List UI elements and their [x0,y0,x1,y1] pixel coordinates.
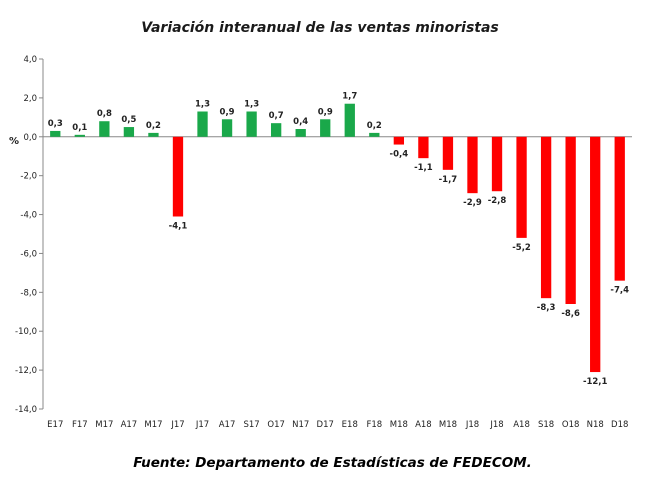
data-label: 0,2 [146,121,161,131]
bar-s18-20 [540,136,552,299]
bar-m18-16 [442,136,454,170]
y-tick-label: 0,0 [23,133,37,143]
data-label: 0,9 [318,107,333,117]
y-axis-unit-label: % [9,136,19,147]
y-tick-label: -6,0 [20,249,37,259]
bar-d18-23 [614,136,625,281]
x-tick-label: N18 [587,420,604,430]
x-tick-label: M17 [144,420,162,430]
bar-j17-5 [172,136,184,217]
bar-m18-14 [393,136,405,145]
data-label: 0,3 [48,119,63,129]
y-tick-label: -4,0 [20,211,37,221]
x-tick-label: O17 [267,420,285,430]
bar-a17-3 [123,127,135,137]
y-tick-label: -10,0 [15,327,37,337]
bar-o18-21 [565,136,576,304]
data-label: -12,1 [583,377,608,387]
data-label: 0,9 [220,107,235,117]
bar-j18-17 [467,136,478,194]
bar-m17-2 [99,121,110,137]
bar-a18-19 [516,136,527,238]
bar-f17-1 [74,134,85,137]
data-label: -1,1 [414,163,433,173]
bar-o17-9 [270,123,282,137]
data-label: 1,7 [342,92,357,102]
data-label: 0,4 [293,117,308,127]
x-tick-label: D18 [611,420,628,430]
x-tick-label: A17 [121,420,138,430]
y-tick-label: -14,0 [15,405,37,415]
bar-j18-18 [491,136,503,192]
x-tick-label: E18 [342,420,358,430]
x-tick-label: M18 [390,420,408,430]
bar-n17-10 [295,129,306,137]
bars [50,103,625,373]
bar-n18-22 [590,136,601,373]
bar-d17-11 [320,119,331,137]
x-tick-label: J17 [170,420,184,430]
data-label: -0,4 [390,150,409,160]
y-tick-label: -8,0 [20,288,37,298]
data-label: -8,6 [561,309,580,319]
data-label: 0,7 [269,111,284,121]
data-label: 0,1 [72,123,87,133]
x-tick-label: M17 [95,420,113,430]
x-tick-label: O18 [562,420,580,430]
bar-a17-7 [221,119,233,137]
x-tick-label: F18 [366,420,382,430]
x-tick-label: E17 [47,420,63,430]
bar-e18-12 [344,103,355,137]
bar-j17-6 [197,111,208,137]
x-axis-tick-labels: E17 F17 M17 A17 M17 J17 J17 A17 S17 O17 N17 D17 E18 F… [47,420,628,430]
x-tick-label: N17 [292,420,309,430]
x-tick-label: J17 [195,420,209,430]
y-tick-label: 4,0 [23,55,37,65]
x-tick-label: A18 [415,420,432,430]
chart-title: Variación interanual de las ventas minor… [141,20,499,36]
bar-m17-4 [148,132,159,137]
x-tick-label: F17 [72,420,88,430]
data-label: -2,9 [463,198,482,208]
x-tick-label: J18 [489,420,503,430]
data-label: -1,7 [439,175,458,185]
x-tick-label: D17 [317,420,334,430]
y-tick-label: -2,0 [20,172,37,182]
data-label: -7,4 [610,286,629,296]
data-label: -8,3 [537,303,556,313]
bar-a18-15 [418,136,429,159]
data-label: -4,1 [169,222,188,232]
data-label: 0,5 [121,115,136,125]
data-label: 0,2 [367,121,382,131]
x-tick-label: M18 [439,420,457,430]
data-label: -2,8 [488,196,507,206]
data-label: 0,8 [97,109,112,119]
data-label: -5,2 [512,243,531,253]
bar-f18-13 [369,132,380,137]
y-tick-label: -12,0 [15,366,37,376]
data-label: 1,3 [195,100,210,110]
bar-s17-8 [246,111,257,137]
data-label: 1,3 [244,100,259,110]
y-axis-ticks: 4,0 2,0 0,0 -2,0 -4,0 -6,0 -8,0 -10,0 -12,0 -14,0 [15,55,43,415]
data-labels: 0,3 0,1 0,8 0,5 0,2 -4,1 1,3 0,9 1,3 0,7 0,4 0,9 1,7… [48,92,629,387]
x-tick-label: S18 [538,420,554,430]
x-tick-label: A17 [219,420,236,430]
x-tick-label: A18 [513,420,530,430]
x-tick-label: J18 [465,420,479,430]
bar-e17-0 [50,130,61,137]
y-tick-label: 2,0 [23,94,37,104]
source-note: Fuente: Departamento de Estadísticas de … [133,455,532,471]
x-tick-label: S17 [243,420,259,430]
